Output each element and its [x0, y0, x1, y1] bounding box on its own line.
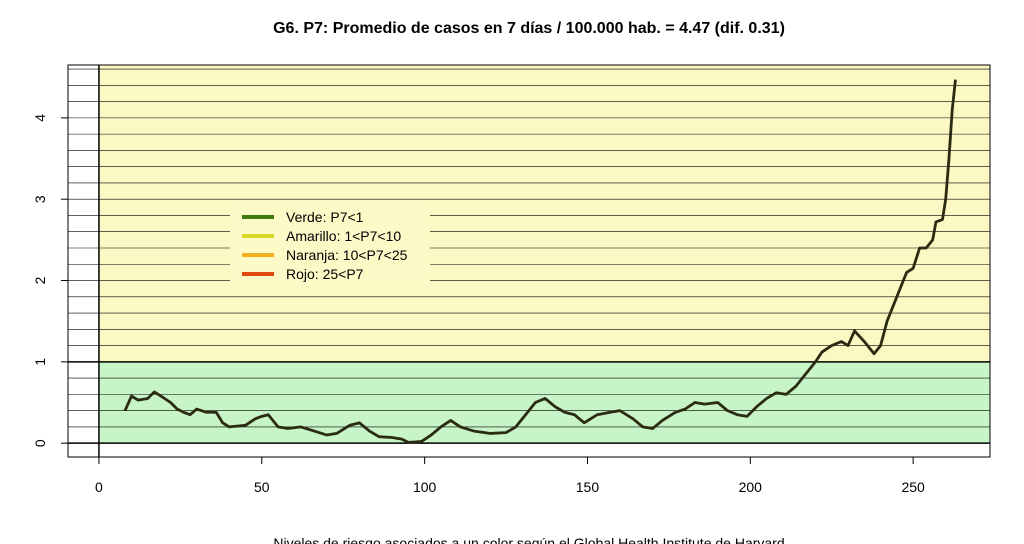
legend-box	[230, 200, 430, 286]
y-tick-label: 4	[32, 114, 48, 122]
plot-frame	[67, 64, 991, 458]
caption: Niveles de riesgo asociados a un color s…	[273, 535, 784, 544]
legend-label: Rojo: 25<P7	[286, 266, 364, 282]
chart-title: G6. P7: Promedio de casos en 7 días / 10…	[273, 20, 785, 37]
x-tick-label: 100	[413, 479, 437, 495]
x-tick-label: 0	[95, 479, 103, 495]
legend-label: Amarillo: 1<P7<10	[286, 228, 401, 244]
y-tick-label: 1	[32, 358, 48, 366]
y-tick-label: 0	[32, 439, 48, 447]
y-tick-label: 2	[32, 276, 48, 284]
legend-label: Naranja: 10<P7<25	[286, 247, 408, 263]
x-tick-label: 250	[901, 479, 925, 495]
risk-band	[98, 361, 991, 444]
x-tick-label: 200	[739, 479, 763, 495]
data-line	[123, 79, 957, 444]
x-tick-label: 50	[254, 479, 270, 495]
legend-label: Verde: P7<1	[286, 209, 364, 225]
x-tick-label: 150	[576, 479, 600, 495]
y-tick-label: 3	[32, 195, 48, 203]
